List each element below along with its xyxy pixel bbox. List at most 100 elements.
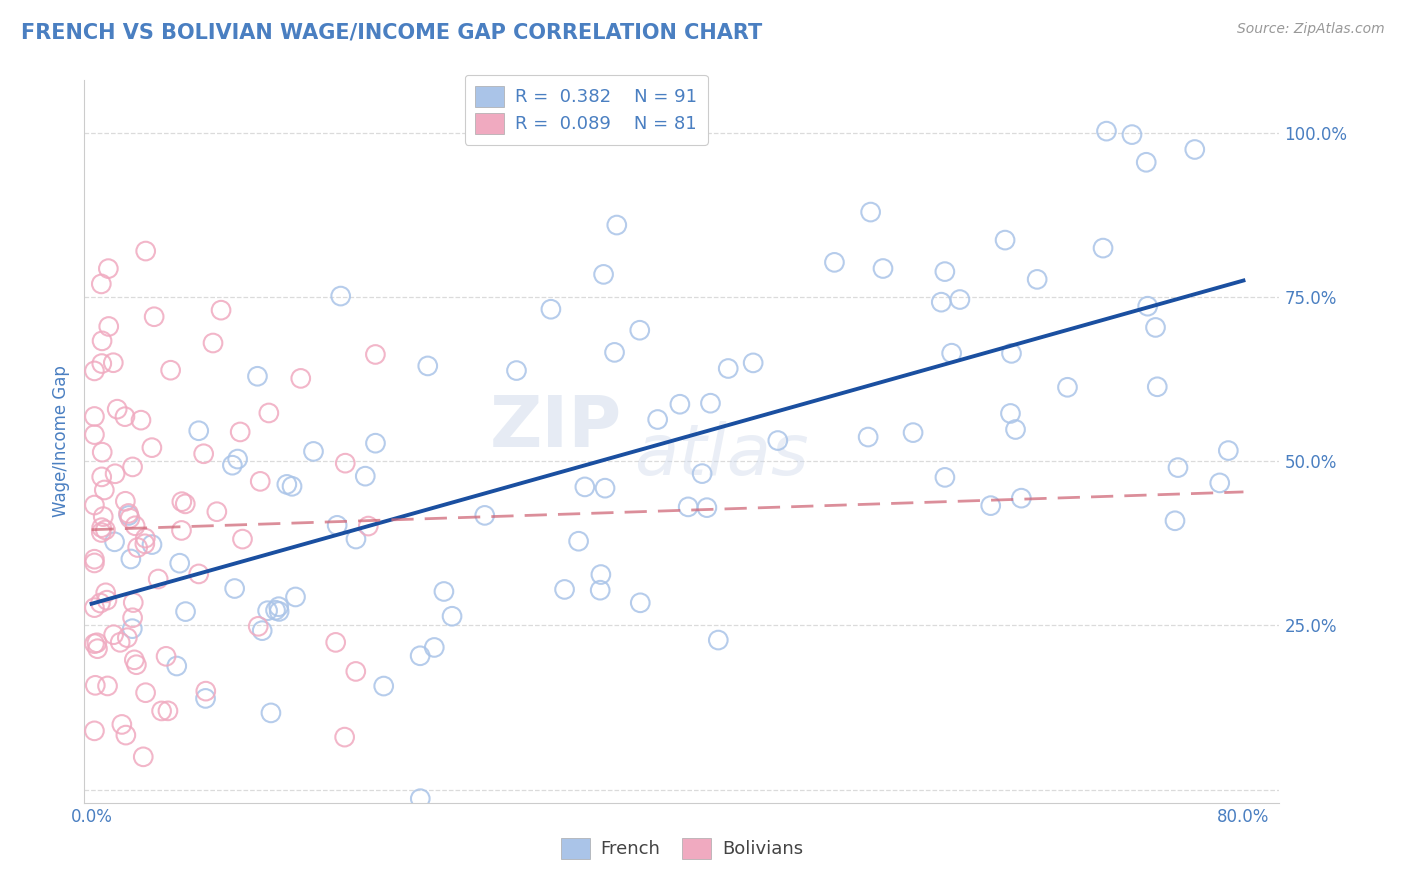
Point [124, 653, 146, 667]
Point [742, 356, 765, 370]
Point [97, 261, 120, 276]
Point [325, 635, 347, 649]
Point [121, 622, 143, 636]
Point [540, 302, 562, 317]
Point [121, 611, 143, 625]
Point [326, 518, 349, 533]
Text: Source: ZipAtlas.com: Source: ZipAtlas.com [1237, 22, 1385, 37]
Point [156, 704, 179, 718]
Point [949, 293, 972, 307]
Point [333, 730, 356, 744]
Point [83, 409, 105, 424]
Point [1010, 491, 1032, 505]
Point [276, 477, 298, 491]
Point [90, 277, 112, 291]
Point [224, 582, 246, 596]
Point [1004, 423, 1026, 437]
Point [174, 497, 197, 511]
Point [247, 619, 270, 633]
Point [141, 441, 163, 455]
Point [84, 678, 107, 692]
Point [699, 396, 721, 410]
Point [1092, 241, 1115, 255]
Point [589, 583, 612, 598]
Point [1095, 124, 1118, 138]
Point [592, 268, 614, 282]
Point [111, 717, 134, 731]
Point [354, 469, 377, 483]
Point [159, 363, 181, 377]
Point [628, 323, 651, 337]
Point [83, 637, 105, 651]
Point [174, 605, 197, 619]
Point [1184, 143, 1206, 157]
Point [284, 590, 307, 604]
Point [1121, 128, 1143, 142]
Point [264, 603, 287, 617]
Point [83, 364, 105, 378]
Point [205, 505, 228, 519]
Point [290, 371, 312, 385]
Point [409, 791, 432, 805]
Point [707, 633, 730, 648]
Point [628, 596, 651, 610]
Point [143, 310, 166, 324]
Y-axis label: Wage/Income Gap: Wage/Income Gap [52, 366, 70, 517]
Point [194, 684, 217, 698]
Point [105, 402, 128, 417]
Point [647, 412, 669, 426]
Point [433, 584, 456, 599]
Point [1144, 320, 1167, 334]
Point [823, 255, 845, 269]
Point [1164, 514, 1187, 528]
Point [357, 519, 380, 533]
Point [209, 303, 232, 318]
Point [108, 635, 131, 649]
Point [901, 425, 924, 440]
Point [474, 508, 496, 523]
Point [114, 494, 136, 508]
Text: atlas: atlas [634, 422, 808, 491]
Point [934, 470, 956, 484]
Point [91, 445, 114, 459]
Point [117, 507, 139, 521]
Point [941, 346, 963, 360]
Point [335, 456, 357, 470]
Point [170, 494, 193, 508]
Point [364, 347, 387, 361]
Point [344, 532, 367, 546]
Point [606, 218, 628, 232]
Point [187, 424, 209, 438]
Point [856, 430, 879, 444]
Point [114, 409, 136, 424]
Point [83, 600, 105, 615]
Point [127, 541, 149, 555]
Point [249, 475, 271, 489]
Point [122, 596, 145, 610]
Point [90, 521, 112, 535]
Point [1000, 407, 1022, 421]
Point [141, 537, 163, 551]
Point [194, 691, 217, 706]
Point [364, 436, 387, 450]
Point [1167, 460, 1189, 475]
Point [96, 679, 118, 693]
Point [505, 363, 527, 377]
Point [1000, 346, 1022, 360]
Point [344, 665, 367, 679]
Point [115, 728, 138, 742]
Point [90, 470, 112, 484]
Legend: French, Bolivians: French, Bolivians [554, 830, 810, 866]
Point [1218, 443, 1240, 458]
Point [669, 397, 692, 411]
Point [124, 518, 146, 533]
Point [872, 261, 894, 276]
Point [1026, 272, 1049, 286]
Point [117, 631, 139, 645]
Text: ZIP: ZIP [489, 392, 623, 461]
Point [135, 244, 157, 258]
Point [187, 566, 209, 581]
Point [267, 599, 290, 614]
Point [202, 336, 225, 351]
Point [1209, 475, 1232, 490]
